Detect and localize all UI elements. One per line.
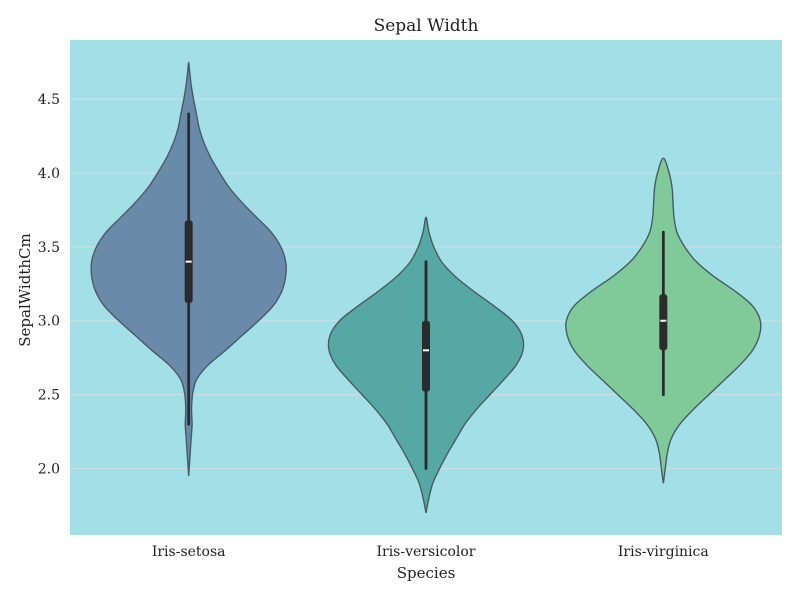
chart-title: Sepal Width: [374, 16, 479, 36]
y-tick-label: 4.0: [38, 166, 60, 182]
iqr-box: [422, 320, 430, 392]
x-tick-label: Iris-virginica: [618, 544, 709, 560]
y-tick-label: 2.0: [38, 462, 60, 478]
x-tick-label: Iris-versicolor: [376, 544, 475, 560]
x-axis-label: Species: [397, 564, 456, 582]
x-tick-label: Iris-setosa: [152, 544, 226, 560]
iqr-box: [659, 294, 668, 351]
y-axis-label: SepalWidthCm: [16, 233, 34, 346]
y-tick-label: 3.5: [38, 240, 60, 256]
y-tick-label: 2.5: [38, 388, 60, 404]
y-tick-label: 4.5: [38, 92, 60, 108]
y-tick-label: 3.0: [38, 314, 60, 330]
